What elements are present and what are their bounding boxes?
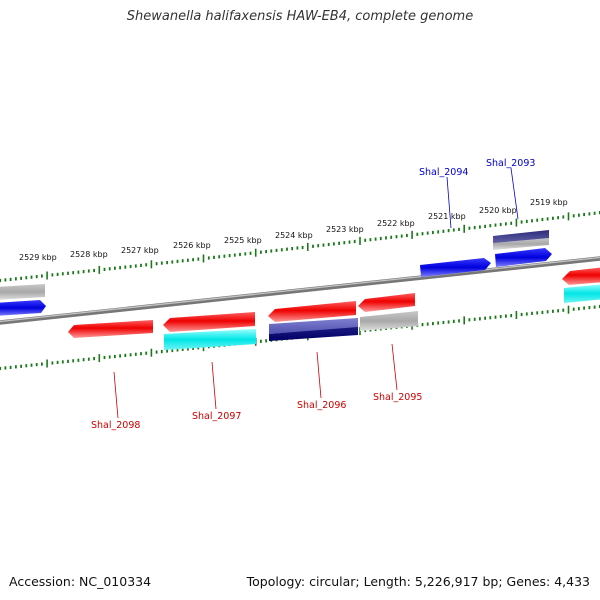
accession-text: Accession: NC_010334 [9,574,152,589]
reverse-cds-arrow[interactable] [358,293,415,312]
gene-labels[interactable]: Shal_2094 Shal_2093 Shal_2098 Shal_2097 … [91,158,535,431]
gene-label[interactable]: Shal_2093 [486,158,535,169]
scale-label: 2525 kbp [224,236,262,245]
scale-label: 2521 kbp [428,212,466,221]
cyan-feature[interactable] [164,329,256,350]
gene-label[interactable]: Shal_2098 [91,420,140,431]
genome-title: Shewanella halifaxensis HAW-EB4, complet… [126,9,474,24]
scale-label: 2526 kbp [173,241,211,250]
scale-label: 2529 kbp [19,253,57,262]
reverse-features[interactable] [68,293,418,350]
purple-feature[interactable] [269,318,358,334]
genome-summary-text: Topology: circular; Length: 5,226,917 bp… [246,574,590,589]
forward-cds-arrow[interactable] [495,248,552,267]
upper-scale-track [0,211,600,283]
scale-labels: 2529 kbp 2528 kbp 2527 kbp 2526 kbp 2525… [19,198,568,262]
gray-feature[interactable] [493,238,549,250]
forward-cds-arrow[interactable] [420,258,491,277]
gene-label[interactable]: Shal_2097 [192,411,241,422]
scale-label: 2527 kbp [121,246,159,255]
scale-label: 2524 kbp [275,231,313,240]
cyan-feature[interactable] [564,284,600,303]
genome-backbone [0,256,600,325]
forward-cds-arrow[interactable] [0,300,46,316]
scale-label: 2522 kbp [377,219,415,228]
gene-label[interactable]: Shal_2095 [373,392,422,403]
scale-label: 2520 kbp [479,206,517,215]
gene-label[interactable]: Shal_2094 [419,167,468,178]
genome-backbone-highlight [0,256,600,323]
scale-label: 2528 kbp [70,250,108,259]
reverse-cds-arrow[interactable] [68,320,153,338]
gene-label[interactable]: Shal_2096 [297,400,346,411]
reverse-cds-arrow[interactable] [163,312,255,332]
gray-feature[interactable] [0,284,45,300]
reverse-cds-arrow[interactable] [268,301,356,322]
scale-label: 2519 kbp [530,198,568,207]
scale-label: 2523 kbp [326,225,364,234]
forward-features[interactable] [0,230,600,316]
gray-feature[interactable] [360,311,418,331]
navy-feature[interactable] [269,327,358,341]
reverse-cds-arrow[interactable] [562,267,600,285]
gene-leaders [113,167,519,419]
